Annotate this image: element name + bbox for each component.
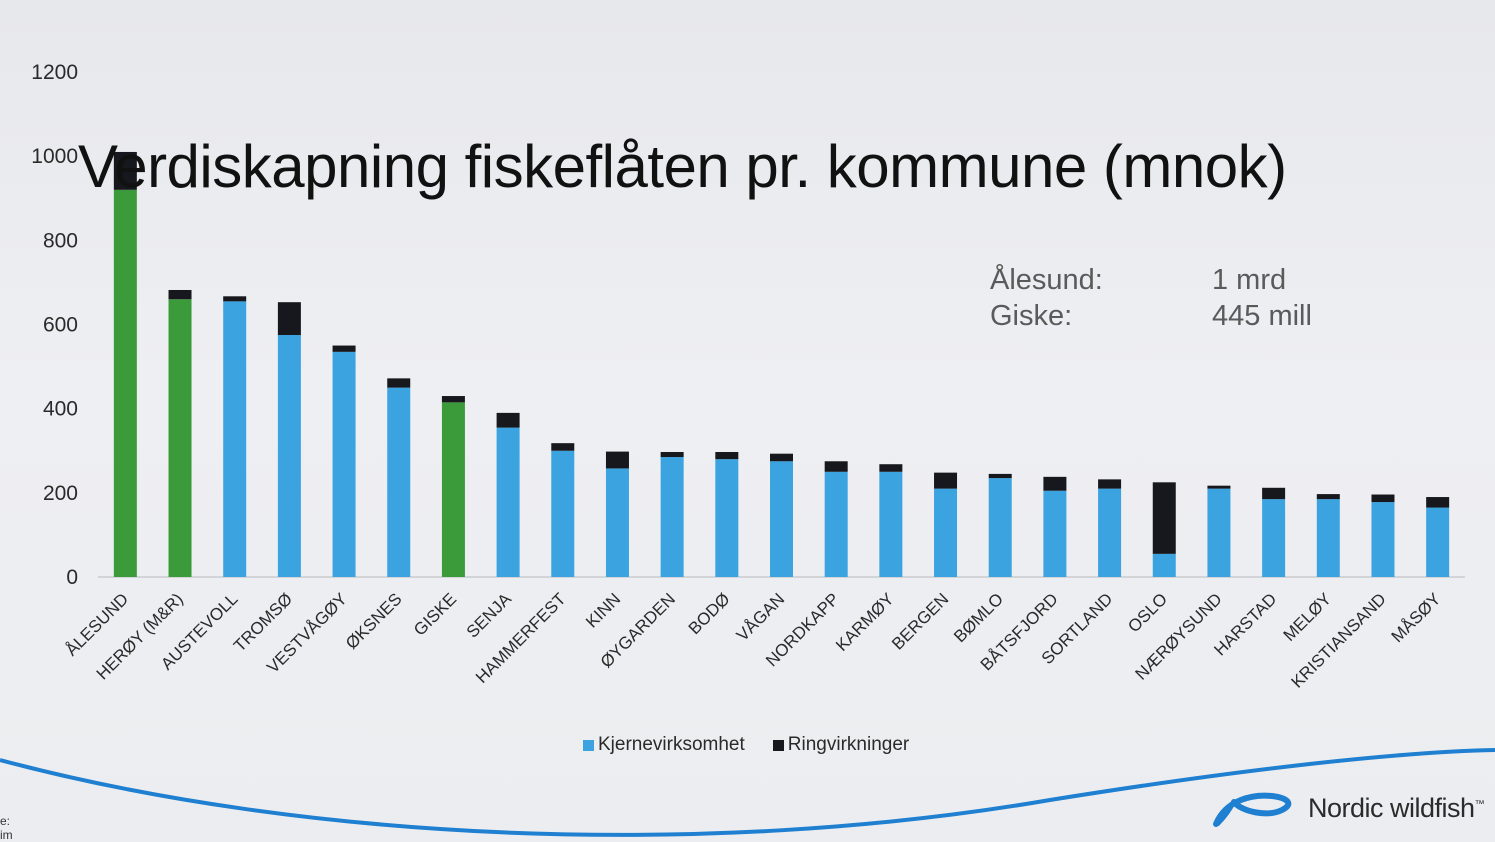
x-tick-label: BODØ	[685, 589, 734, 638]
y-tick-label: 800	[43, 229, 78, 252]
bar-core	[1371, 502, 1395, 577]
bar-core	[496, 427, 520, 577]
legend-item-core: Kjernevirksomhet	[583, 734, 745, 756]
y-tick-label: 0	[66, 566, 78, 589]
bar-ring	[770, 453, 793, 462]
bar-ring	[934, 472, 958, 489]
legend-swatch-core	[583, 739, 594, 751]
bar-ring	[988, 473, 1012, 479]
x-tick-label: KINN	[582, 589, 624, 631]
bar-core	[1262, 499, 1286, 577]
x-tick-label: KRISTIANSAND	[1288, 589, 1390, 691]
bar-ring	[277, 302, 301, 336]
callout-value: 445 mill	[1212, 300, 1312, 332]
corner-note-line: e:	[0, 814, 11, 828]
bar-core	[1098, 488, 1122, 577]
y-tick-label: 1200	[31, 61, 78, 84]
legend-label-ring: Ringvirkninger	[787, 734, 910, 755]
bar-ring	[1043, 476, 1067, 491]
x-tick-label: MELØY	[1280, 589, 1336, 645]
y-tick-label: 600	[43, 314, 78, 337]
trademark-mark: ™	[1474, 798, 1485, 810]
x-tick-label: MÅSØY	[1388, 589, 1445, 646]
bar-core	[332, 351, 356, 577]
bar-core	[824, 471, 848, 577]
fish-swoosh-logo-icon	[1213, 792, 1292, 827]
bar-core	[770, 461, 793, 577]
y-tick-label: 1000	[31, 145, 78, 168]
bar-core	[223, 301, 247, 577]
bar-ring	[332, 345, 356, 352]
bar-core	[1426, 507, 1450, 577]
bar-core	[879, 471, 903, 577]
callout-row-giske: Giske: 445 mill	[990, 298, 1312, 334]
bar-core	[113, 189, 137, 578]
x-tick-label: KARMØY	[832, 589, 898, 655]
bar-ring	[1371, 494, 1395, 503]
bar-ring	[1316, 494, 1340, 500]
bar-core	[1152, 553, 1176, 577]
bar-ring	[824, 461, 848, 472]
callout-label: Ålesund:	[990, 264, 1103, 296]
x-tick-label: GISKE	[410, 589, 460, 639]
brand-name: Nordic wildfish™	[1308, 792, 1485, 824]
x-tick-label: BERGEN	[888, 589, 952, 653]
bar-core	[660, 457, 684, 577]
bar-ring	[1426, 497, 1450, 508]
legend-label-core: Kjernevirksomhet	[598, 734, 745, 755]
bar-ring	[1098, 479, 1122, 489]
brand-logo: Nordic wildfish™	[1212, 788, 1485, 828]
y-tick-label: 200	[43, 482, 78, 505]
x-tick-label: OSLO	[1124, 589, 1171, 636]
bar-core	[168, 299, 192, 577]
legend-swatch-ring	[772, 739, 784, 751]
chart-bars	[113, 151, 1450, 578]
bar-ring	[715, 452, 739, 460]
chart-legend: Kjernevirksomhet Ringvirkninger	[583, 734, 909, 756]
bar-core	[934, 488, 958, 577]
bar-core	[605, 468, 629, 577]
x-tick-label: SENJA	[463, 589, 516, 642]
chart-title: Verdiskapning fiskeflåten pr. kommune (m…	[78, 133, 1287, 200]
bar-ring	[1262, 487, 1286, 500]
bar-ring	[551, 443, 575, 451]
corner-note: e: im	[0, 814, 13, 842]
bar-core	[551, 450, 575, 577]
bar-core	[1043, 490, 1067, 577]
wave-curve	[0, 748, 1495, 837]
x-tick-label: VÅGAN	[733, 589, 789, 645]
legend-item-ring: Ringvirkninger	[772, 734, 910, 756]
bar-core	[441, 402, 465, 577]
bar-ring	[113, 151, 137, 190]
corner-note-line: im	[0, 828, 13, 842]
x-tick-label: BØMLO	[950, 589, 1007, 646]
callout-value: 1 mrd	[1212, 264, 1287, 296]
bar-ring	[1152, 482, 1176, 554]
x-tick-label: ØKSNES	[342, 589, 406, 653]
bar-ring	[223, 296, 247, 302]
bar-core	[988, 478, 1012, 577]
bar-ring	[1207, 485, 1231, 489]
bar-core	[1316, 499, 1340, 577]
bar-ring	[605, 451, 629, 469]
decorative-wave	[0, 748, 1495, 837]
callout-row-alesund: Ålesund: 1 mrd	[990, 262, 1312, 298]
callout-box: Ålesund: 1 mrd Giske: 445 mill	[990, 262, 1312, 334]
bar-ring	[168, 289, 192, 300]
y-tick-label: 400	[43, 398, 78, 421]
bar-ring	[660, 452, 684, 458]
bar-core	[715, 459, 739, 577]
bar-core	[1207, 488, 1231, 577]
callout-label: Giske:	[990, 300, 1073, 332]
bar-ring	[387, 378, 411, 388]
bar-ring	[441, 396, 465, 403]
brand-name-text: Nordic wildfish	[1308, 792, 1475, 823]
bar-ring	[496, 412, 520, 428]
bar-core	[387, 387, 411, 577]
bar-ring	[879, 464, 903, 472]
bar-core	[277, 335, 301, 577]
